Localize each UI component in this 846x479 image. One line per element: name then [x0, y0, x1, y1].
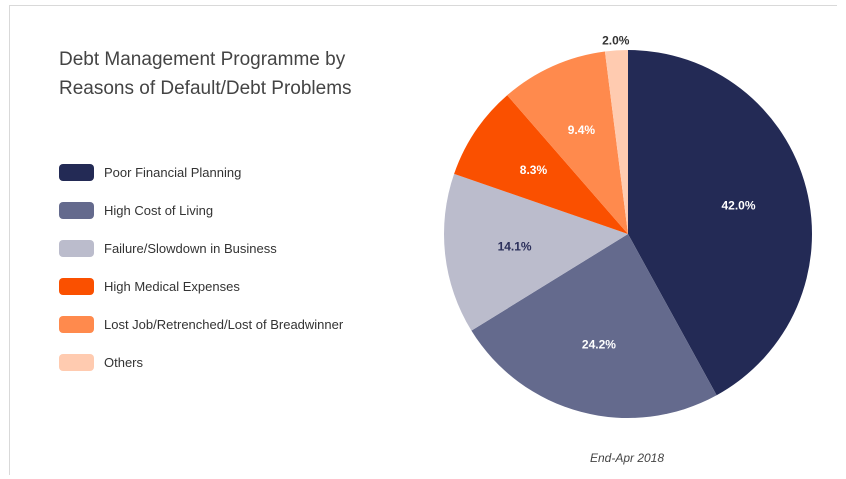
legend-swatch: [59, 278, 94, 295]
legend-item-poor-financial-planning: Poor Financial Planning: [59, 163, 343, 182]
chart-frame-left-border: [9, 5, 10, 475]
pie-slice-high-medical-expenses: [454, 95, 628, 234]
legend-swatch: [59, 316, 94, 333]
legend-item-others: Others: [59, 353, 343, 372]
chart-frame-top-border: [9, 5, 837, 6]
legend-swatch: [59, 240, 94, 257]
chart-legend: Poor Financial Planning High Cost of Liv…: [59, 163, 343, 391]
pie-slice-failure-slowdown-in-business: [443, 173, 628, 331]
legend-swatch: [59, 164, 94, 181]
pie-data-label: 42.0%: [721, 199, 755, 213]
pie-data-label: 9.4%: [568, 123, 596, 137]
pie-slice-high-cost-of-living: [471, 234, 717, 419]
legend-label: High Medical Expenses: [104, 279, 240, 294]
legend-label: Lost Job/Retrenched/Lost of Breadwinner: [104, 317, 344, 332]
legend-item-high-cost-of-living: High Cost of Living: [59, 201, 343, 220]
pie-data-label: 24.2%: [582, 337, 616, 351]
pie-data-label: 8.3%: [520, 163, 548, 177]
legend-label: High Cost of Living: [104, 203, 214, 218]
legend-swatch: [59, 202, 94, 219]
pie-data-label: 2.0%: [602, 33, 630, 47]
chart-caption: End-Apr 2018: [589, 451, 665, 465]
pie-data-label: 14.1%: [498, 240, 532, 254]
pie-slice-lost-job-retrenched-lost-of-breadwinner: [507, 51, 628, 234]
pie-slice-others: [604, 50, 628, 234]
legend-item-lost-job: Lost Job/Retrenched/Lost of Breadwinner: [59, 315, 343, 334]
pie-slice-poor-financial-planning: [628, 50, 812, 396]
legend-item-high-medical-expenses: High Medical Expenses: [59, 277, 343, 296]
legend-swatch: [59, 354, 94, 371]
legend-label: Poor Financial Planning: [104, 165, 242, 180]
chart-title: Debt Management Programme by Reasons of …: [59, 49, 352, 99]
legend-label: Others: [104, 355, 144, 370]
legend-label: Failure/Slowdown in Business: [104, 241, 277, 256]
legend-item-failure-slowdown-in-business: Failure/Slowdown in Business: [59, 239, 343, 258]
